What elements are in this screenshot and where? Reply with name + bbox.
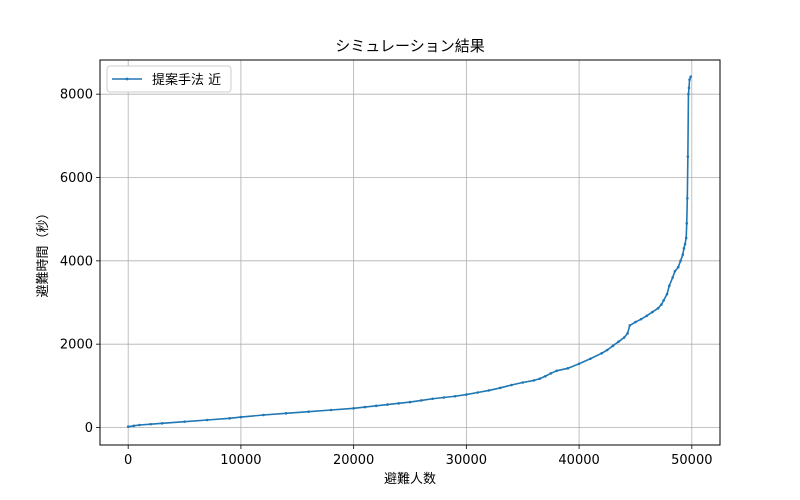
x-tick-label: 20000	[333, 453, 374, 468]
y-axis-title: 避難時間（秒）	[36, 206, 51, 297]
x-tick-label: 30000	[446, 453, 487, 468]
data-point	[665, 292, 669, 296]
data-point	[671, 276, 674, 279]
data-point	[686, 155, 690, 158]
data-point	[639, 317, 643, 321]
y-tick-label: 2000	[60, 338, 93, 353]
data-point	[532, 379, 536, 382]
y-tick-label: 0	[85, 421, 93, 436]
data-point	[549, 372, 553, 375]
data-point	[689, 75, 692, 78]
data-point	[498, 386, 502, 390]
legend-box	[106, 65, 232, 93]
chart-title: シミュレーション結果	[335, 37, 484, 55]
data-point	[149, 422, 153, 426]
data-point	[577, 362, 581, 366]
data-point	[555, 369, 558, 373]
data-point	[662, 299, 665, 302]
data-point	[239, 415, 243, 419]
data-point	[683, 242, 687, 246]
data-point	[686, 197, 689, 200]
data-point	[687, 86, 691, 90]
data-point	[132, 424, 136, 428]
data-point	[543, 374, 547, 378]
y-axis: 0 2000 4000 6000 8000	[60, 88, 100, 436]
data-point	[605, 348, 609, 352]
data-point	[465, 393, 468, 396]
data-point	[617, 340, 620, 343]
data-point	[645, 314, 649, 318]
data-point	[374, 404, 378, 408]
data-point	[453, 394, 457, 398]
data-point	[676, 265, 680, 269]
data-point	[679, 259, 682, 263]
data-point	[160, 422, 164, 425]
data-point	[667, 284, 671, 288]
data-point	[183, 420, 186, 423]
legend: 提案手法 近	[106, 65, 232, 93]
data-point	[628, 324, 632, 327]
data-point	[685, 222, 689, 225]
data-point	[476, 391, 479, 394]
y-tick-label: 4000	[60, 254, 93, 269]
data-point	[262, 413, 265, 417]
data-point	[126, 425, 130, 428]
data-point	[634, 320, 637, 324]
x-tick-label: 0	[124, 453, 132, 468]
grid	[100, 60, 720, 445]
data-point	[622, 336, 626, 339]
data-point	[363, 405, 367, 409]
y-tick-label: 6000	[60, 171, 93, 186]
data-point	[307, 410, 310, 413]
data-point	[487, 389, 491, 392]
data-point	[329, 408, 333, 412]
data-point	[660, 303, 663, 306]
x-tick-label: 10000	[220, 453, 261, 468]
data-point	[682, 247, 686, 250]
data-point	[626, 332, 629, 335]
data-point	[431, 397, 434, 401]
legend-marker	[125, 77, 129, 81]
series-layer	[126, 75, 692, 428]
x-axis-title: 避難人数	[384, 472, 436, 487]
data-point	[442, 396, 446, 399]
x-tick-label: 40000	[558, 453, 599, 468]
data-point	[673, 269, 677, 273]
data-point	[589, 357, 592, 361]
data-point	[681, 253, 685, 256]
data-point	[419, 399, 423, 402]
data-point	[688, 78, 691, 81]
data-point	[408, 400, 412, 404]
data-point	[651, 310, 654, 314]
data-point	[521, 381, 525, 384]
data-point	[205, 418, 209, 422]
x-axis: 0 10000 20000 30000 40000 50000	[124, 445, 712, 468]
data-point	[656, 307, 660, 310]
legend-label: 提案手法 近	[152, 72, 221, 88]
data-point	[510, 383, 513, 387]
data-point	[611, 344, 615, 348]
data-point	[397, 402, 401, 405]
x-tick-label: 50000	[671, 453, 712, 468]
data-point	[352, 407, 355, 410]
data-point	[284, 412, 288, 415]
y-tick-label: 8000	[60, 88, 93, 103]
data-point	[138, 423, 141, 427]
data-point	[566, 367, 570, 370]
data-point	[684, 236, 688, 240]
plot-frame	[99, 59, 721, 446]
data-point	[228, 417, 231, 420]
data-point	[386, 403, 389, 406]
data-point	[600, 352, 603, 355]
data-point	[538, 377, 541, 381]
data-point	[687, 92, 690, 96]
